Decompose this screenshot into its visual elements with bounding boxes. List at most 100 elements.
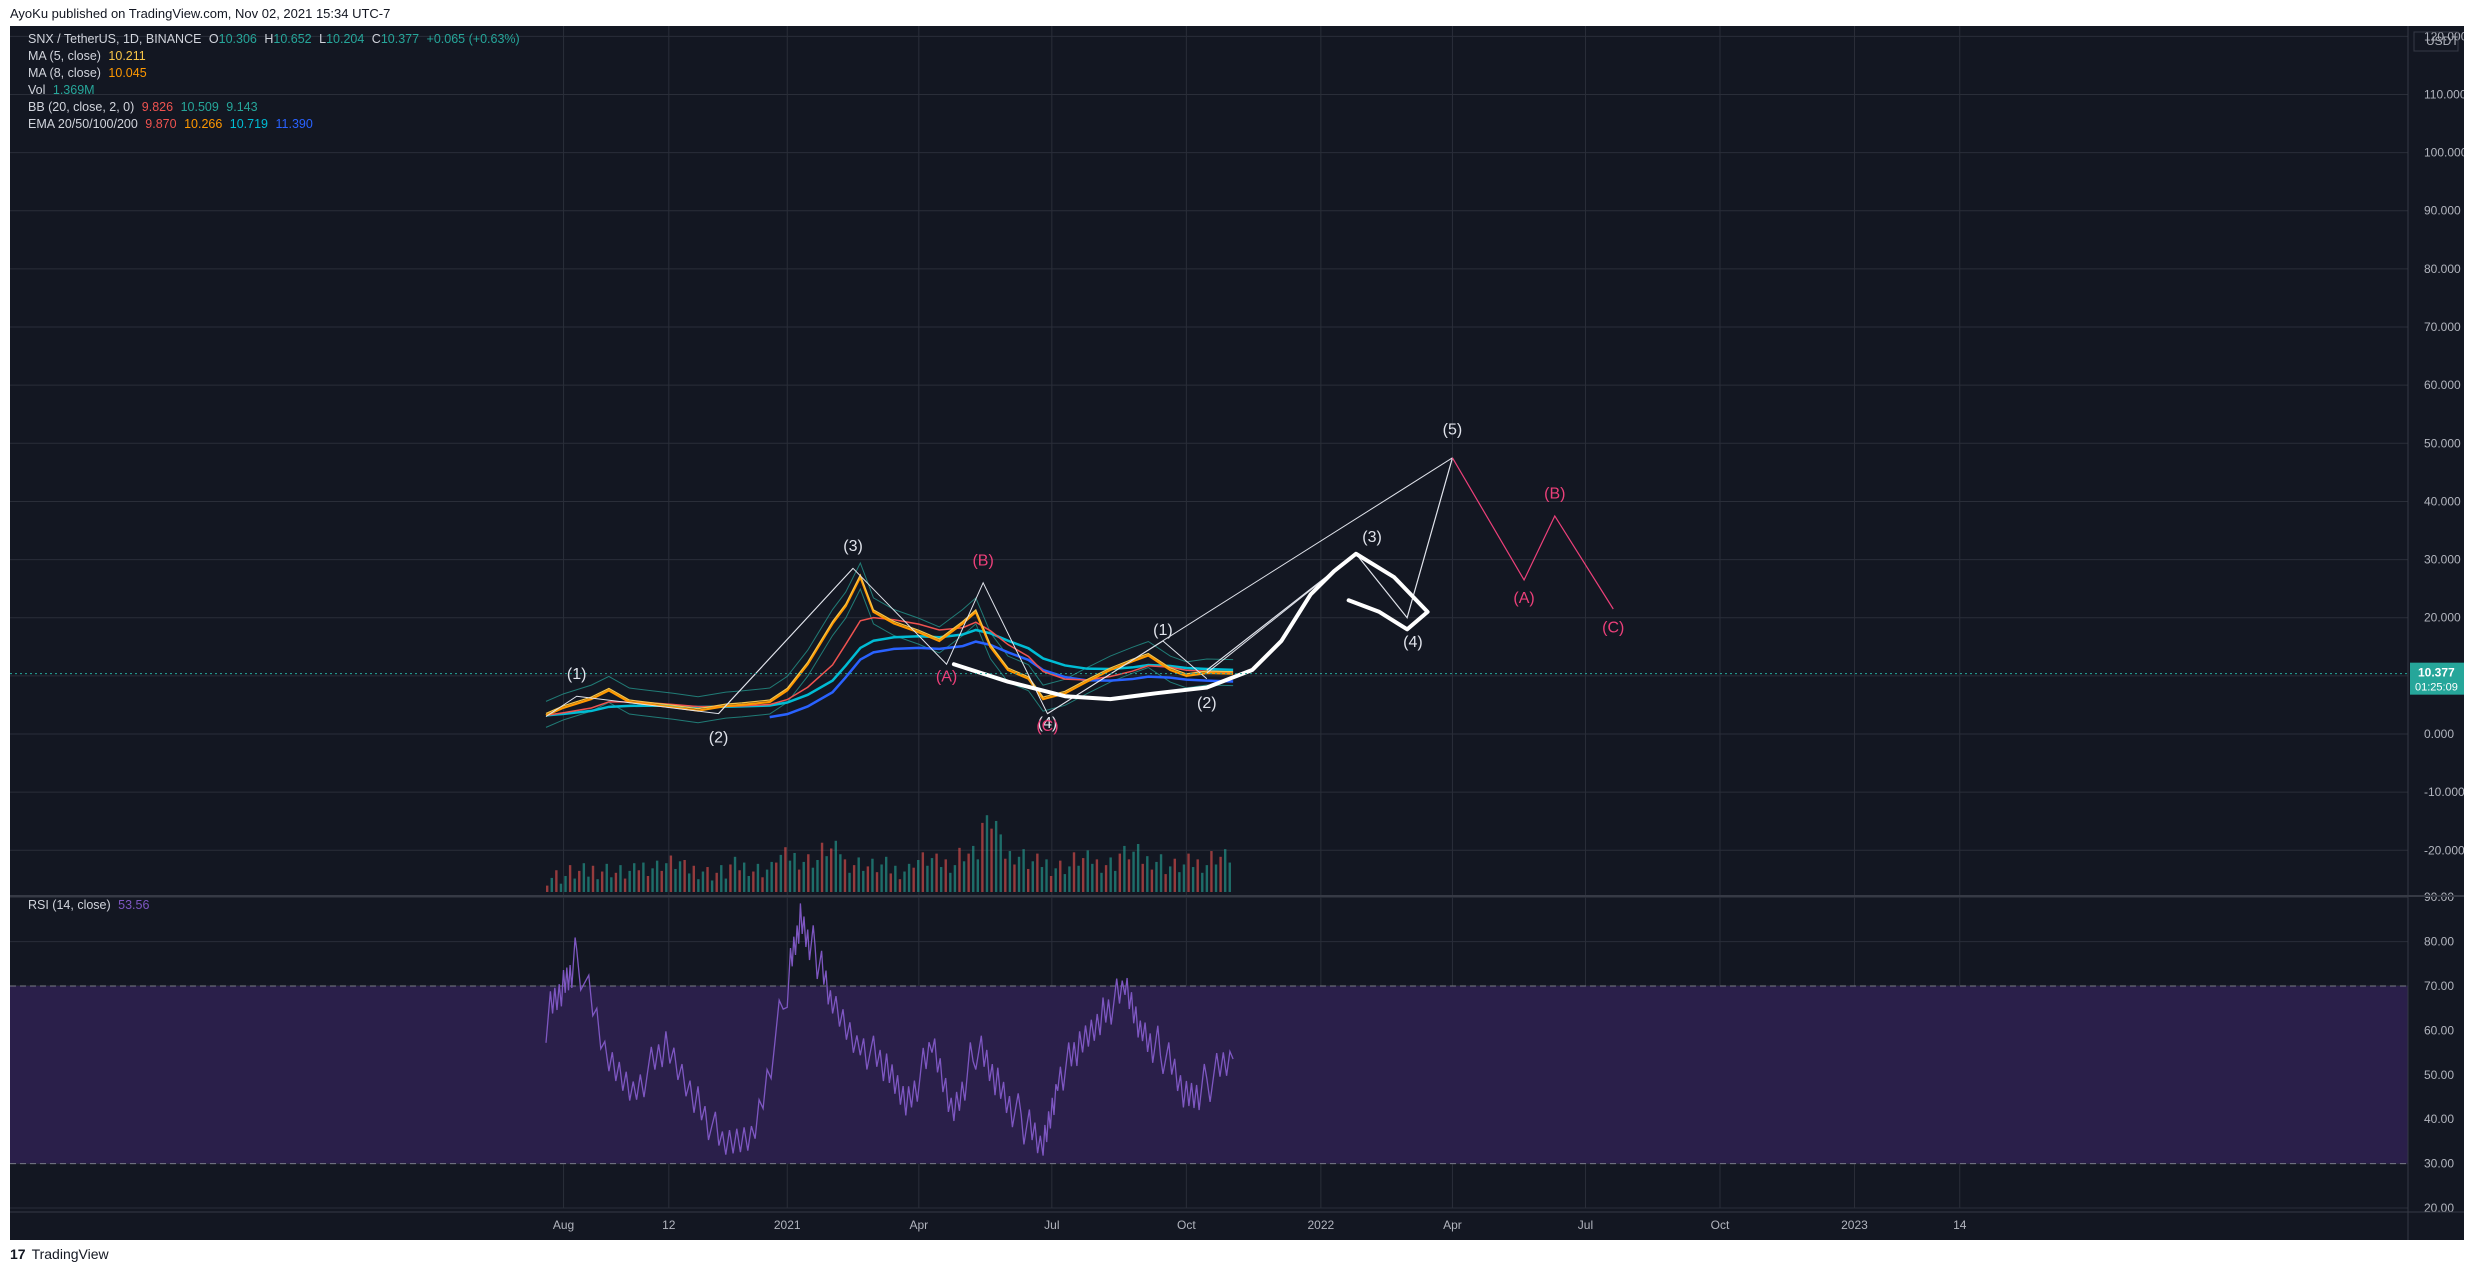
- volume-bar: [985, 815, 989, 892]
- volume-bar: [775, 862, 778, 892]
- wave-zigzag: [545, 567, 1208, 717]
- legend-bb-value-1: 9.826: [141, 100, 174, 114]
- volume-bar: [976, 859, 980, 892]
- rsi-tick-label: 20.00: [2424, 1201, 2454, 1215]
- time-tick-label: 14: [1953, 1218, 1967, 1232]
- volume-bar: [729, 864, 732, 892]
- legend-vol-label: Vol: [28, 83, 46, 97]
- last-price-value: 10.377: [2418, 666, 2455, 680]
- chart-frame[interactable]: 120.000 110.000 100.000 90.000 80.000 70.000 6…: [10, 26, 2464, 1240]
- volume-bar: [651, 868, 654, 892]
- wave-annotations: (1) (2) (3) (4) (A) (B) (C) (1) (2) (3) (4) (5) (A) (…: [567, 422, 1624, 747]
- wave-label: (3): [1362, 529, 1382, 546]
- projection-impulse: [1206, 457, 1454, 671]
- volume-bar: [546, 885, 549, 892]
- volume-bar: [1077, 865, 1080, 892]
- volume-bar: [1063, 874, 1067, 892]
- legend-close-label: C: [371, 32, 381, 46]
- legend-bb-value-2: 10.509: [180, 100, 219, 114]
- volume-bar: [1150, 869, 1154, 892]
- volume-bar: [898, 879, 902, 892]
- price-tick-label: 70.000: [2424, 320, 2461, 334]
- volume-bar: [628, 870, 631, 892]
- volume-bar: [642, 862, 645, 892]
- volume-bar: [889, 873, 892, 892]
- volume-bar: [1141, 863, 1144, 892]
- volume-bar: [807, 854, 810, 892]
- legend-row-ma8[interactable]: MA (8, close) 10.045: [28, 66, 151, 80]
- rsi-line: [545, 903, 1234, 1156]
- volume-bar: [623, 878, 627, 892]
- ma5-line: [545, 573, 1234, 714]
- rsi-tick-label: 80.00: [2424, 935, 2454, 949]
- wave-label: (A): [1513, 590, 1534, 607]
- wave-label: (1): [1153, 622, 1173, 639]
- volume-bar: [1109, 857, 1112, 892]
- volume-bar: [1155, 861, 1158, 892]
- volume-bar: [999, 834, 1002, 892]
- volume-bar: [830, 848, 833, 892]
- chart-svg[interactable]: 120.000110.000100.00090.00080.00070.0006…: [10, 26, 2464, 1240]
- volume-bar: [1004, 858, 1007, 892]
- price-tick-label: 100.000: [2424, 146, 2464, 160]
- volume-bar: [907, 863, 911, 892]
- volume-bar: [559, 883, 563, 892]
- volume-bar: [1219, 856, 1222, 892]
- volume-bars: [546, 815, 1231, 892]
- legend-open-value: 10.306: [218, 32, 257, 46]
- volume-bar: [573, 878, 576, 892]
- legend-row-vol[interactable]: Vol 1.369M: [28, 83, 99, 97]
- volume-bar: [894, 865, 897, 892]
- volume-bar: [1159, 854, 1163, 892]
- footer-brand[interactable]: TradingView: [31, 1246, 109, 1262]
- volume-bar: [646, 876, 650, 892]
- volume-bar: [660, 870, 663, 892]
- volume-bar: [605, 863, 608, 892]
- volume-bar: [1223, 849, 1227, 892]
- legend-row-ema[interactable]: EMA 20/50/100/200 9.870 10.266 10.719 11…: [28, 117, 317, 131]
- legend-bb-label: BB (20, close, 2, 0): [28, 100, 135, 114]
- legend-row-symbol[interactable]: SNX / TetherUS, 1D, BINANCE O10.306 H10.…: [28, 32, 524, 46]
- volume-bar: [738, 870, 741, 892]
- rsi-tick-label: 60.00: [2424, 1023, 2454, 1037]
- wave-label: (1): [567, 666, 587, 683]
- volume-bar: [761, 877, 764, 892]
- volume-bar: [706, 867, 709, 892]
- wave-label: (2): [1197, 695, 1217, 712]
- volume-bar: [697, 879, 700, 892]
- volume-bar: [862, 870, 865, 892]
- volume-bar: [701, 871, 705, 892]
- volume-bar: [880, 864, 883, 892]
- price-tick-label: 120.000: [2424, 29, 2464, 43]
- legend-ma8-value: 10.045: [108, 66, 147, 80]
- volume-bar: [958, 847, 961, 892]
- volume-bar: [600, 871, 604, 892]
- volume-bar: [793, 852, 796, 892]
- tradingview-logo-icon: 17: [10, 1246, 26, 1262]
- volume-bar: [1086, 850, 1089, 892]
- price-tick-label: 50.000: [2424, 436, 2461, 450]
- legend-row-rsi[interactable]: RSI (14, close) 53.56: [28, 898, 153, 912]
- time-tick-label: Jul: [1578, 1218, 1593, 1232]
- volume-bar: [912, 867, 915, 892]
- time-tick-label: 2021: [774, 1218, 801, 1232]
- volume-bar: [678, 861, 682, 892]
- volume-bar: [1008, 851, 1012, 892]
- volume-bar: [669, 855, 673, 892]
- price-tick-label: 80.000: [2424, 262, 2461, 276]
- volume-bar: [752, 871, 755, 892]
- bb-upper-line: [545, 561, 1234, 702]
- legend-ema-value-4: 11.390: [275, 117, 313, 131]
- volume-bar: [1036, 853, 1039, 892]
- volume-bar: [1123, 845, 1126, 892]
- legend-row-bb[interactable]: BB (20, close, 2, 0) 9.826 10.509 9.143: [28, 100, 262, 114]
- volume-bar: [674, 868, 677, 892]
- rsi-tick-label: 90.00: [2424, 890, 2454, 904]
- volume-bar: [724, 878, 728, 892]
- volume-bar: [614, 872, 618, 892]
- legend-rsi-value: 53.56: [118, 898, 150, 912]
- volume-bar: [1095, 859, 1099, 892]
- volume-bar: [1114, 870, 1117, 892]
- legend-row-ma5[interactable]: MA (5, close) 10.211: [28, 49, 150, 63]
- legend-close-value: 10.377: [380, 32, 420, 46]
